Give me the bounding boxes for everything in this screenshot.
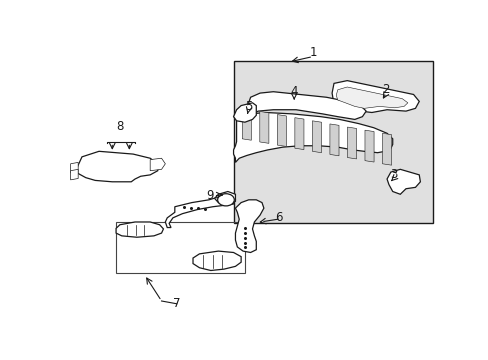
Bar xyxy=(233,61,431,223)
Polygon shape xyxy=(233,103,256,122)
Polygon shape xyxy=(329,124,338,156)
Polygon shape xyxy=(336,87,407,108)
Polygon shape xyxy=(242,108,251,140)
Polygon shape xyxy=(347,127,356,159)
Text: 6: 6 xyxy=(275,211,282,224)
Polygon shape xyxy=(214,192,235,204)
Polygon shape xyxy=(70,162,78,173)
Polygon shape xyxy=(233,112,392,162)
Polygon shape xyxy=(364,130,373,162)
Text: 7: 7 xyxy=(173,297,180,310)
Bar xyxy=(116,222,244,273)
Polygon shape xyxy=(312,121,321,153)
Polygon shape xyxy=(386,169,420,194)
Text: 1: 1 xyxy=(309,46,316,59)
Polygon shape xyxy=(294,118,304,149)
Text: 5: 5 xyxy=(244,100,251,113)
Polygon shape xyxy=(193,251,241,270)
Polygon shape xyxy=(116,222,163,237)
Polygon shape xyxy=(76,151,158,182)
Text: 9: 9 xyxy=(206,189,213,202)
Text: 4: 4 xyxy=(290,85,297,98)
Polygon shape xyxy=(277,114,286,147)
Polygon shape xyxy=(70,169,78,180)
Circle shape xyxy=(217,194,234,206)
Polygon shape xyxy=(382,133,391,165)
Polygon shape xyxy=(165,195,235,228)
Text: 2: 2 xyxy=(382,83,389,96)
Polygon shape xyxy=(331,81,418,112)
Polygon shape xyxy=(235,200,264,252)
Polygon shape xyxy=(150,158,165,171)
Text: 3: 3 xyxy=(389,168,397,181)
Text: 8: 8 xyxy=(116,120,123,133)
Polygon shape xyxy=(259,112,268,143)
Polygon shape xyxy=(248,92,366,120)
